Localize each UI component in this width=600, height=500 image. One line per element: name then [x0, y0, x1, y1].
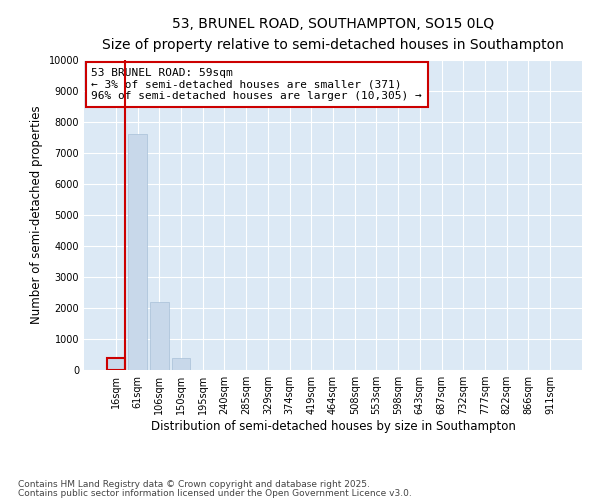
Text: Contains HM Land Registry data © Crown copyright and database right 2025.: Contains HM Land Registry data © Crown c… — [18, 480, 370, 489]
Bar — [128, 134, 147, 370]
Bar — [172, 358, 190, 370]
Bar — [150, 302, 169, 370]
Title: 53, BRUNEL ROAD, SOUTHAMPTON, SO15 0LQ
Size of property relative to semi-detache: 53, BRUNEL ROAD, SOUTHAMPTON, SO15 0LQ S… — [102, 18, 564, 52]
Bar — [107, 358, 125, 370]
Y-axis label: Number of semi-detached properties: Number of semi-detached properties — [30, 106, 43, 324]
X-axis label: Distribution of semi-detached houses by size in Southampton: Distribution of semi-detached houses by … — [151, 420, 515, 433]
Text: 53 BRUNEL ROAD: 59sqm
← 3% of semi-detached houses are smaller (371)
96% of semi: 53 BRUNEL ROAD: 59sqm ← 3% of semi-detac… — [91, 68, 422, 101]
Text: Contains public sector information licensed under the Open Government Licence v3: Contains public sector information licen… — [18, 490, 412, 498]
